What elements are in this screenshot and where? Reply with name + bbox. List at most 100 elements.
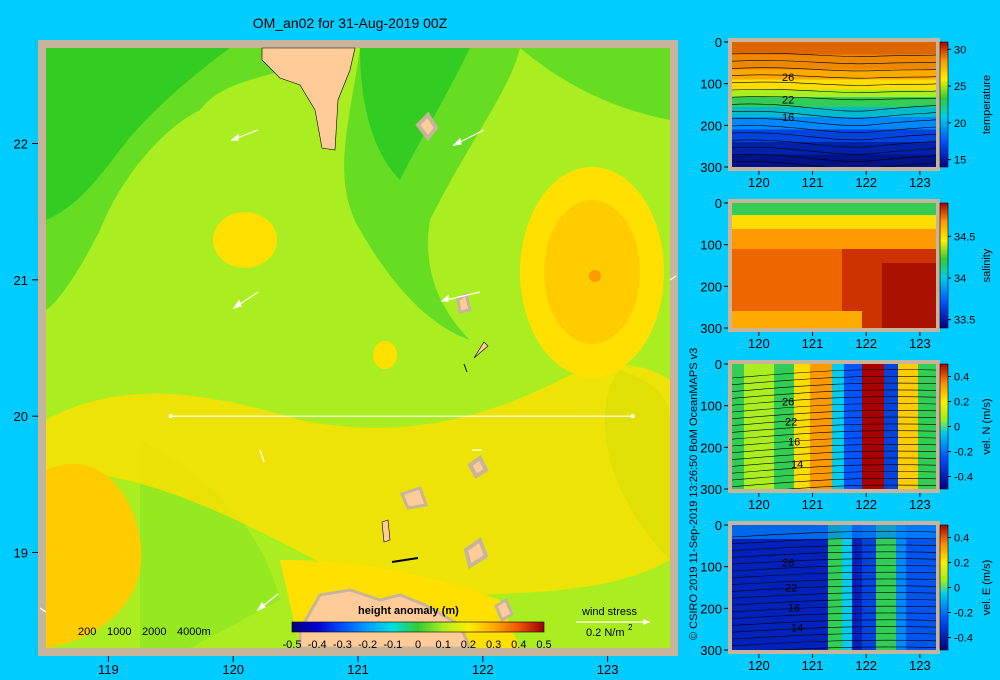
- colorbar-tick-label: 0.4: [511, 639, 526, 651]
- map-y-tick-label: 21: [14, 273, 28, 288]
- panel-colorbar-label: salinity: [981, 248, 993, 282]
- section-field: 26 22 16: [732, 42, 936, 167]
- map-x-ticks: 119 120 121 122 123: [98, 656, 618, 677]
- map-y-tick-label: 22: [14, 136, 28, 151]
- map-x-tick-label: 119: [98, 662, 119, 677]
- section-panel-2: 120 121 122 123 0 100 200 300 33.5 34 34.5 salinity: [700, 196, 993, 351]
- panel-x-tick-label: 123: [909, 336, 931, 351]
- colorbar-title: height anomaly (m): [358, 605, 459, 617]
- panel-x-tick-label: 120: [748, 336, 770, 351]
- panel-colorbar-tick-label: -0.2: [954, 608, 973, 620]
- panel-x-tick-label: 121: [802, 336, 824, 351]
- section-field: 26 22 16 14: [732, 525, 936, 650]
- panel-y-tick-label: 300: [700, 160, 722, 175]
- panel-x-tick-label: 121: [802, 658, 824, 673]
- panel-x-tick-label: 122: [855, 658, 877, 673]
- depth-2000: 2000: [142, 626, 166, 638]
- contour-label: 22: [785, 583, 797, 595]
- map-panel: 119 120 121 122 123 19 20 21 22 200 1000 2000 4…: [14, 40, 678, 677]
- depth-4000m: 4000m: [177, 626, 211, 638]
- colorbar-tick-label: -0.2: [358, 639, 377, 651]
- wind-legend-scale: 0.2 N/m: [586, 627, 625, 639]
- section-panels: 26 22 16 120 121 122 123 0 100 200 300 15 20 25 30 temp…: [700, 35, 993, 673]
- panel-y-tick-label: 300: [700, 321, 722, 336]
- panel-colorbar: [939, 524, 949, 651]
- panel-colorbar-label: vel. N (m/s): [981, 398, 993, 454]
- height-anomaly-colorbar: height anomaly (m) -0.5 -0.4 -0.3 -0.2 -0.1 0…: [283, 605, 552, 651]
- copyright-notice: © CSIRO 2019 11-Sep-2019 13:26:50 BoM Oc…: [688, 347, 700, 640]
- contour-label: 16: [782, 112, 794, 124]
- panel-colorbar-tick-label: -0.4: [954, 633, 973, 645]
- section-field: [732, 203, 936, 328]
- section-panel-1: 26 22 16 120 121 122 123 0 100 200 300 15 20 25 30 temp…: [700, 35, 993, 190]
- panel-y-tick-label: 0: [715, 518, 722, 533]
- panel-x-tick-label: 122: [855, 497, 877, 512]
- panel-colorbar-tick-label: -0.2: [954, 447, 973, 459]
- panel-colorbar: [939, 202, 949, 329]
- panel-x-tick-label: 120: [748, 658, 770, 673]
- panel-y-tick-label: 100: [700, 560, 722, 575]
- map-x-tick-label: 121: [347, 662, 369, 677]
- panel-x-tick-label: 120: [748, 497, 770, 512]
- map-x-tick-label: 123: [597, 662, 619, 677]
- panel-y-tick-label: 0: [715, 35, 722, 50]
- contour-label: 22: [785, 417, 797, 429]
- section-panel-4: 26 22 16 14 120 121 122 123 0 100 200 300 -0.4 -0.2 0 0…: [700, 518, 993, 673]
- panel-colorbar-tick-label: 30: [954, 44, 966, 56]
- panel-x-tick-label: 121: [802, 497, 824, 512]
- contour-label: 14: [791, 623, 803, 635]
- panel-y-tick-label: 300: [700, 482, 722, 497]
- panel-x-tick-label: 123: [909, 658, 931, 673]
- colorbar-tick-label: 0.2: [461, 639, 476, 651]
- panel-y-tick-label: 300: [700, 643, 722, 658]
- depth-legend: 200 1000 2000 4000m: [78, 626, 211, 638]
- map-y-tick-label: 19: [14, 546, 28, 561]
- panel-x-tick-label: 123: [909, 497, 931, 512]
- panel-y-tick-label: 100: [700, 238, 722, 253]
- anomaly-field: [46, 48, 670, 648]
- colorbar-tick-label: 0.1: [436, 639, 451, 651]
- colorbar-strip: [291, 621, 545, 633]
- section-panel-3: 26 22 16 14 120 121 122 123 0 100 200 300 -0.4 -0.2 0 0…: [700, 357, 993, 512]
- panel-colorbar-tick-label: 0.2: [954, 397, 969, 409]
- wind-legend-label: wind stress: [581, 606, 638, 618]
- contour-label: 22: [782, 95, 794, 107]
- section-field: 26 22 16 14: [732, 364, 936, 489]
- panel-colorbar-tick-label: 0.4: [954, 372, 969, 384]
- map-y-ticks: 19 20 21 22: [14, 136, 38, 561]
- colorbar-tick-label: -0.3: [333, 639, 352, 651]
- depth-1000: 1000: [107, 626, 131, 638]
- contour-label: 26: [782, 558, 794, 570]
- panel-colorbar-tick-label: 0: [954, 422, 960, 434]
- panel-x-tick-label: 122: [855, 175, 877, 190]
- contour-label: 26: [782, 72, 794, 84]
- panel-colorbar-tick-label: 20: [954, 118, 966, 130]
- contour-label: 16: [788, 437, 800, 449]
- land-masses: [261, 47, 514, 650]
- panel-colorbar-tick-label: 25: [954, 81, 966, 93]
- map-x-tick-label: 122: [472, 662, 494, 677]
- map-y-tick-label: 20: [14, 409, 28, 424]
- panel-colorbar-tick-label: 15: [954, 155, 966, 167]
- wind-stress-arrows: [39, 129, 677, 613]
- colorbar-tick-label: 0.3: [486, 639, 501, 651]
- panel-x-tick-label: 122: [855, 336, 877, 351]
- colorbar-tick-label: -0.4: [308, 639, 327, 651]
- map-x-tick-label: 120: [222, 662, 244, 677]
- depth-200: 200: [78, 626, 96, 638]
- contour-label: 26: [782, 397, 794, 409]
- panel-colorbar-tick-label: 0: [954, 583, 960, 595]
- panel-colorbar-tick-label: 0.4: [954, 533, 969, 545]
- colorbar-tick-label: -0.5: [283, 639, 302, 651]
- section-line: [168, 414, 635, 419]
- panel-y-tick-label: 100: [700, 399, 722, 414]
- panel-colorbar-label: temperature: [981, 75, 993, 134]
- panel-y-tick-label: 0: [715, 357, 722, 372]
- colorbar-tick-label: 0.5: [536, 639, 551, 651]
- panel-colorbar: [939, 41, 949, 168]
- panel-y-tick-label: 100: [700, 77, 722, 92]
- panel-y-tick-label: 0: [715, 196, 722, 211]
- contour-label: 16: [788, 603, 800, 615]
- contour-label: 14: [791, 459, 803, 471]
